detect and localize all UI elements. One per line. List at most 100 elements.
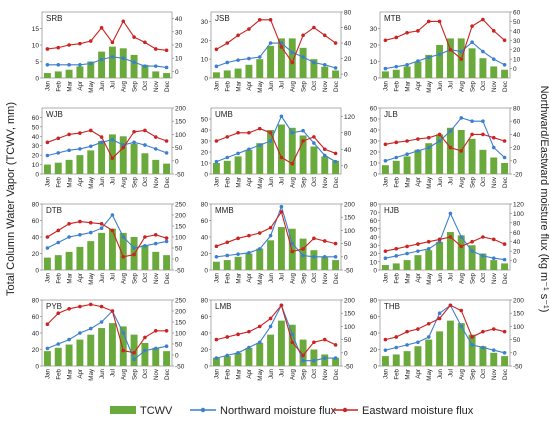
right-tick-label: 20 bbox=[513, 47, 521, 54]
panel-frame bbox=[41, 11, 173, 79]
tcwv-bar bbox=[87, 334, 95, 366]
north-flux-point bbox=[426, 145, 431, 150]
month-label: May bbox=[257, 368, 264, 381]
east-flux-point bbox=[268, 130, 273, 135]
tcwv-bar bbox=[468, 138, 476, 174]
north-flux-point bbox=[88, 144, 93, 149]
east-flux-point bbox=[279, 210, 284, 214]
left-tick-label: 50 bbox=[201, 117, 209, 124]
tcwv-bar bbox=[321, 354, 329, 366]
month-label: Apr bbox=[77, 177, 84, 187]
month-label: Feb bbox=[393, 368, 400, 379]
tcwv-bar bbox=[212, 163, 220, 174]
east-flux-point bbox=[110, 156, 115, 160]
north-flux-point bbox=[225, 353, 230, 358]
right-tick-label: 20 bbox=[344, 56, 352, 63]
month-label: Jul bbox=[448, 81, 455, 89]
month-label: Oct bbox=[142, 81, 149, 91]
tcwv-bar bbox=[256, 248, 264, 270]
east-flux-point bbox=[405, 244, 409, 249]
east-flux-point bbox=[153, 233, 158, 237]
tcwv-bar bbox=[436, 45, 444, 78]
left-tick-label: 40 bbox=[32, 134, 40, 141]
east-flux-line bbox=[216, 128, 336, 165]
legend-label-tcwv: TCWV bbox=[140, 405, 173, 417]
left-tick-label: 60 bbox=[32, 218, 40, 225]
month-label: Oct bbox=[311, 81, 318, 91]
tcwv-bar bbox=[54, 255, 62, 270]
left-tick-label: 40 bbox=[32, 235, 40, 242]
panel-title: HJB bbox=[384, 206, 399, 215]
north-flux-point bbox=[333, 356, 338, 360]
north-flux-point bbox=[448, 129, 453, 133]
month-label: Jul bbox=[110, 81, 117, 89]
right-tick-label: 200 bbox=[175, 106, 186, 113]
month-label: Apr bbox=[246, 81, 253, 91]
east-flux-point bbox=[470, 24, 474, 28]
tcwv-bar bbox=[381, 265, 389, 270]
month-label: Jan bbox=[45, 368, 52, 379]
month-label: Aug bbox=[289, 176, 296, 188]
east-flux-point bbox=[257, 126, 262, 131]
month-label: Aug bbox=[458, 80, 465, 92]
north-flux-point bbox=[491, 348, 496, 352]
month-label: Dec bbox=[333, 369, 340, 380]
month-label: Jul bbox=[448, 369, 455, 377]
month-label: Sep bbox=[131, 80, 138, 92]
month-label: May bbox=[426, 368, 433, 381]
month-label: Jan bbox=[383, 176, 390, 187]
east-flux-point bbox=[312, 236, 316, 241]
right-tick-label: 0 bbox=[344, 163, 348, 170]
right-tick-label: 0 bbox=[513, 66, 517, 73]
month-label: Dec bbox=[164, 81, 171, 92]
north-flux-point bbox=[153, 241, 158, 246]
east-flux-point bbox=[459, 308, 464, 313]
north-flux-line bbox=[216, 42, 336, 69]
month-label: Nov bbox=[322, 80, 329, 92]
tcwv-bar bbox=[98, 232, 106, 270]
north-flux-point bbox=[78, 233, 82, 237]
month-label: May bbox=[426, 272, 433, 285]
panel-title: UMB bbox=[215, 110, 233, 119]
month-label: Feb bbox=[224, 272, 231, 283]
east-flux-point bbox=[459, 57, 464, 61]
right-tick-label: 200 bbox=[513, 298, 524, 305]
north-flux-point bbox=[110, 137, 115, 142]
east-flux-point bbox=[99, 304, 104, 309]
left-tick-label: 60 bbox=[32, 314, 40, 321]
tcwv-bar bbox=[310, 250, 318, 270]
tcwv-bar bbox=[130, 334, 138, 366]
month-label: Feb bbox=[393, 80, 400, 91]
left-tick-label: 20 bbox=[370, 150, 378, 157]
east-flux-point bbox=[214, 47, 219, 52]
right-tick-label: 0 bbox=[344, 350, 348, 357]
north-flux-line bbox=[385, 117, 505, 162]
north-flux-point bbox=[143, 143, 147, 147]
north-flux-point bbox=[78, 63, 82, 67]
left-tick-label: 20 bbox=[201, 347, 209, 354]
right-tick-label: 40 bbox=[513, 132, 521, 139]
north-flux-point bbox=[99, 226, 104, 230]
tcwv-bar bbox=[299, 339, 307, 366]
tcwv-bar bbox=[277, 320, 285, 366]
east-flux-point bbox=[268, 225, 273, 230]
north-flux-point bbox=[164, 239, 169, 244]
left-tick-label: 0 bbox=[35, 268, 39, 275]
right-tick-label: -50 bbox=[175, 268, 185, 275]
month-label: Oct bbox=[480, 177, 487, 187]
left-tick-label: 20 bbox=[32, 251, 40, 258]
month-label: Mar bbox=[66, 369, 73, 380]
month-label: Apr bbox=[246, 273, 253, 283]
left-tick-label: 0 bbox=[35, 172, 39, 179]
month-label: Jan bbox=[383, 80, 390, 91]
east-flux-point bbox=[290, 340, 295, 345]
tcwv-bar bbox=[152, 251, 160, 270]
month-label: Apr bbox=[415, 273, 422, 283]
month-label: Dec bbox=[164, 177, 171, 188]
east-flux-point bbox=[45, 140, 50, 145]
east-flux-point bbox=[78, 304, 82, 309]
tcwv-bar bbox=[108, 46, 116, 78]
left-tick-label: 60 bbox=[370, 218, 378, 225]
month-label: May bbox=[88, 272, 95, 285]
tcwv-bar bbox=[163, 351, 171, 366]
